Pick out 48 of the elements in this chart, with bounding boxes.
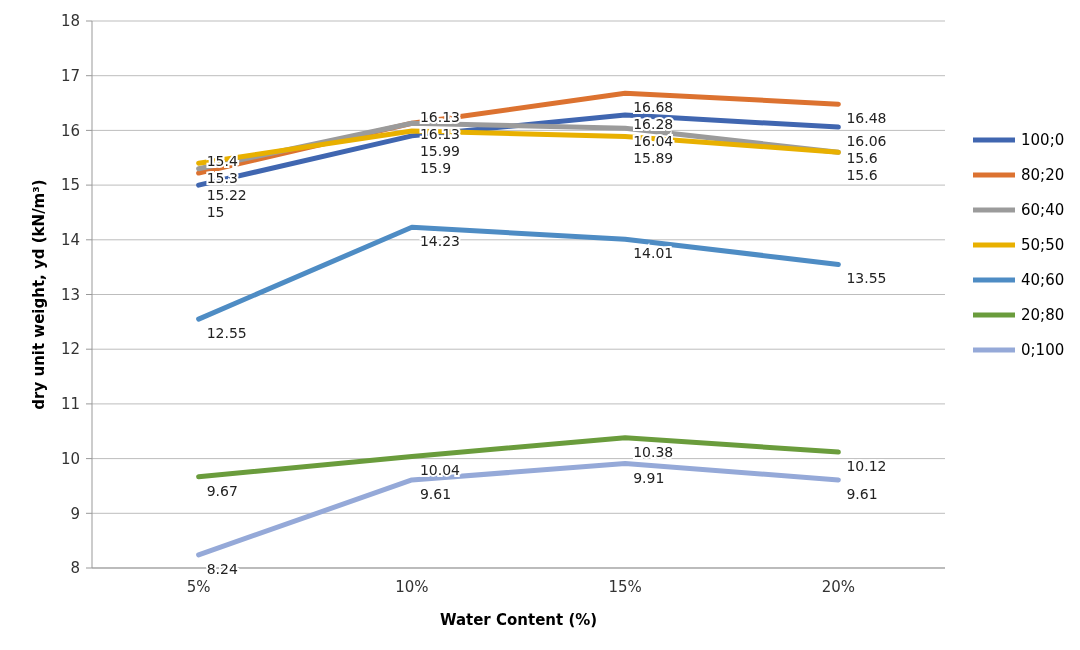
data-label: 16.13 — [419, 125, 460, 142]
y-tick-label: 14 — [60, 231, 80, 250]
data-label: 14.01 — [633, 245, 674, 262]
data-label: 13.55 — [846, 270, 887, 287]
legend-label: 100;0 — [1021, 131, 1065, 150]
data-label: 16.28 — [633, 115, 674, 132]
data-label: 15 — [206, 204, 225, 221]
data-label: 16.48 — [846, 110, 887, 127]
x-axis-title: Water Content (%) — [439, 611, 598, 629]
data-label: 15.9 — [419, 159, 452, 176]
y-axis-title: dry unit weight, yd (kN/m³) — [30, 179, 48, 410]
y-tick-label: 8 — [70, 559, 80, 578]
data-label: 16.68 — [633, 98, 674, 115]
data-label: 12.55 — [206, 325, 247, 342]
x-tick-label: 15% — [608, 578, 642, 596]
data-label: 10.12 — [846, 458, 887, 475]
legend-label: 0;100 — [1021, 341, 1065, 360]
y-tick-label: 13 — [60, 285, 80, 304]
data-label: 9.61 — [419, 485, 452, 502]
data-label: 9.61 — [846, 485, 878, 502]
data-label: 16.06 — [846, 132, 887, 149]
data-label: 15.22 — [206, 187, 247, 204]
x-tick-label: 10% — [395, 578, 429, 596]
y-tick-label: 15 — [60, 176, 80, 195]
y-tick-label: 16 — [60, 121, 80, 140]
data-label: 9.91 — [633, 469, 665, 486]
x-tick-label: 5% — [186, 578, 211, 596]
data-label: 15.89 — [633, 149, 674, 166]
y-tick-label: 18 — [60, 12, 80, 31]
x-tick-label: 20% — [821, 578, 856, 596]
y-tick-label: 17 — [60, 66, 80, 85]
data-label: 9.67 — [206, 482, 238, 499]
legend-label: 40;60 — [1021, 271, 1065, 290]
data-label: 14.23 — [419, 233, 460, 250]
data-label: 10.04 — [419, 462, 461, 479]
y-tick-label: 10 — [60, 449, 80, 468]
data-label: 15.6 — [846, 149, 878, 166]
y-tick-label: 11 — [60, 395, 80, 414]
y-tick-label: 9 — [70, 504, 80, 523]
legend-label: 50;50 — [1021, 236, 1065, 255]
data-label: 15.99 — [419, 142, 460, 159]
y-tick-label: 12 — [60, 340, 80, 359]
data-label: 8.24 — [206, 560, 238, 577]
data-label: 15.6 — [846, 166, 878, 183]
legend-label: 80;20 — [1021, 166, 1065, 185]
data-label: 10.38 — [633, 443, 674, 460]
legend-label: 60;40 — [1021, 201, 1065, 220]
legend-label: 20;80 — [1021, 306, 1065, 325]
